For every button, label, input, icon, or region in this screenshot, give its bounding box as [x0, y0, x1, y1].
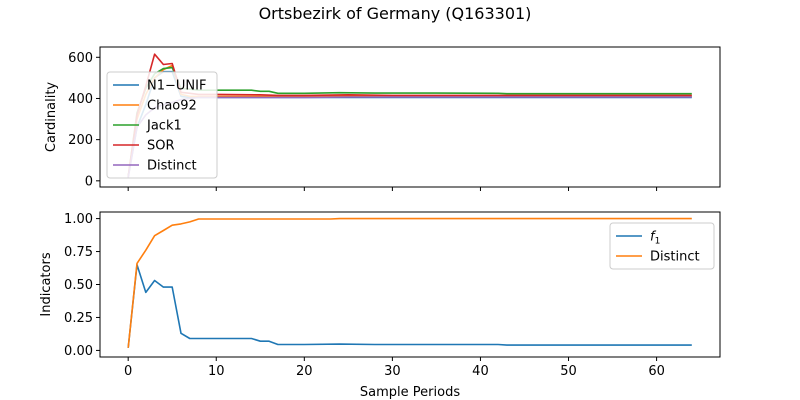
- legend-box: [609, 222, 715, 270]
- axes-frame: [99, 46, 721, 188]
- y-tick-label: 400: [68, 92, 93, 107]
- legend: f1 Distinct: [609, 222, 715, 270]
- legend-label: Distinct: [147, 159, 197, 174]
- cardinality-panel: 0 200 400 600 Cardinality N1−UNIF Chao92 Jack1 S…: [44, 46, 721, 191]
- legend: N1−UNIF Chao92 Jack1 SOR Distinct: [106, 71, 218, 179]
- x-tick-label: 60: [648, 364, 665, 379]
- series-line-0-2: [127, 66, 692, 177]
- x-tick-label: 20: [296, 364, 313, 379]
- y-tick-label: 0.75: [64, 245, 93, 260]
- figure-title: Ortsbezirk of Germany (Q163301): [259, 4, 532, 23]
- x-tick-label: 30: [384, 364, 401, 379]
- x-tick-label: 10: [208, 364, 225, 379]
- legend-label: N1−UNIF: [147, 79, 206, 94]
- y-tick-label: 200: [68, 133, 93, 148]
- y-axis-label: Indicators: [39, 252, 54, 316]
- x-tick-label: 40: [472, 364, 489, 379]
- y-tick-label: 600: [68, 51, 93, 66]
- y-tick-label: 0: [85, 174, 93, 189]
- series-line-1-1: [127, 217, 692, 348]
- legend-label: Jack1: [146, 119, 182, 134]
- y-tick-label: 0.25: [64, 311, 93, 326]
- indicators-panel: 0.00 0.25 0.50 0.75 1.00 0 10 20 30 40 50 60 Indicat…: [39, 211, 721, 400]
- legend-label: Distinct: [650, 250, 700, 265]
- x-tick-label: 0: [124, 364, 132, 379]
- series-line-1-0: [127, 263, 692, 348]
- legend-label: f1: [650, 230, 660, 247]
- x-tick-label: 50: [560, 364, 577, 379]
- y-axis-label: Cardinality: [44, 82, 59, 153]
- legend-label: Chao92: [147, 99, 197, 114]
- y-tick-label: 0.50: [64, 278, 93, 293]
- legend-box: [106, 71, 218, 179]
- legend-label: SOR: [147, 139, 175, 154]
- y-tick-label: 1.00: [64, 212, 93, 227]
- x-axis-label: Sample Periods: [360, 385, 460, 400]
- y-tick-label: 0.00: [64, 344, 93, 359]
